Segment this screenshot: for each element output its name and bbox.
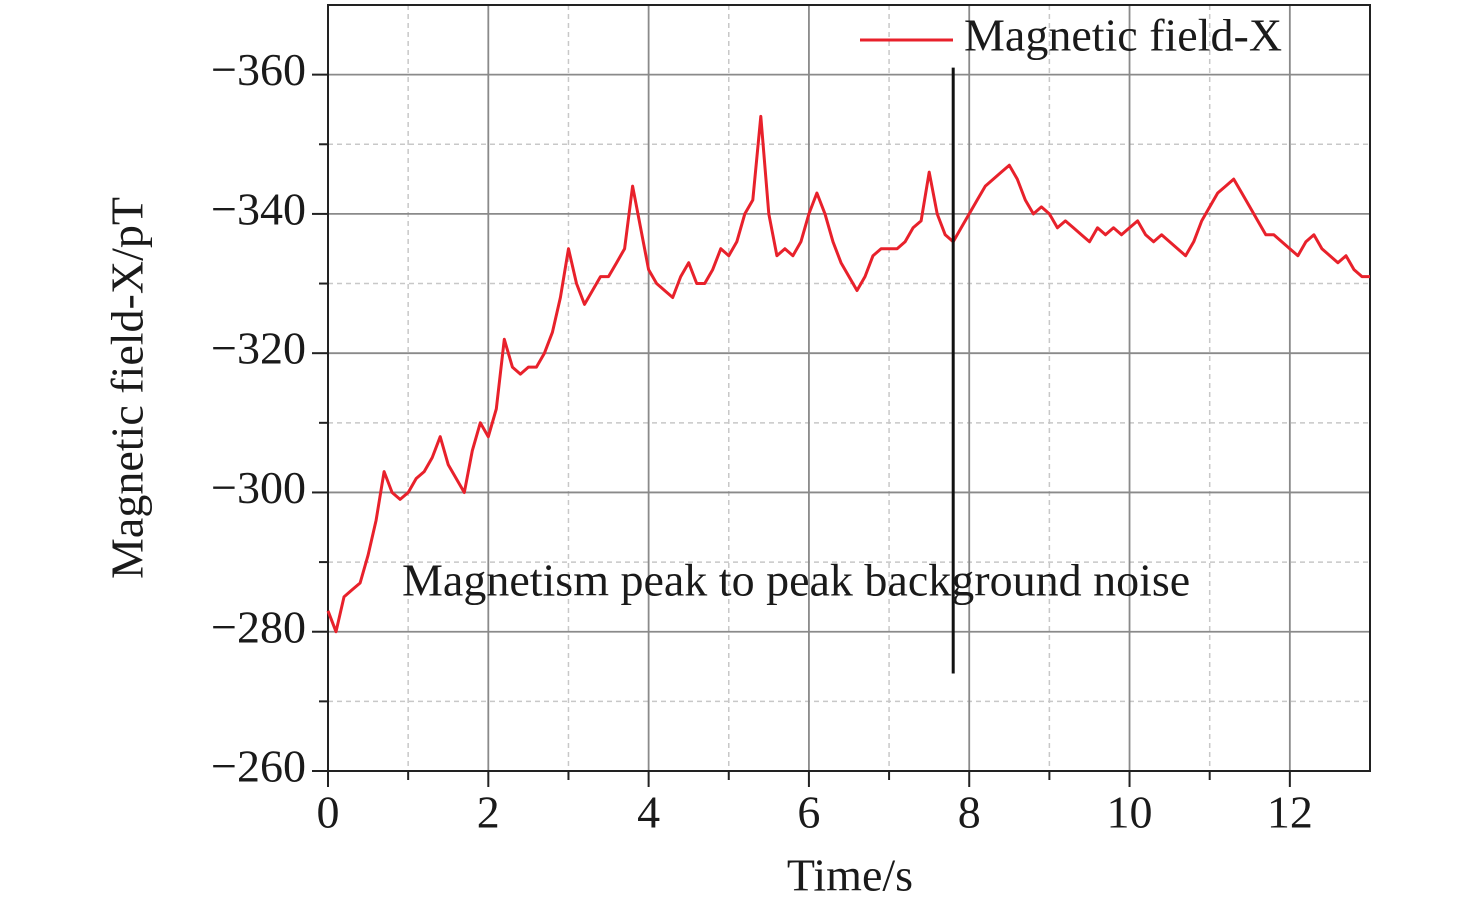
plot-frame [327, 4, 1371, 772]
x-axis-label: Time/s [787, 850, 913, 901]
x-tick-label: 10 [1107, 787, 1153, 838]
y-tick-label: −360 [211, 44, 306, 95]
y-tick-label: −280 [211, 601, 306, 652]
y-tick-label: −320 [211, 323, 306, 374]
x-tick-label: 12 [1267, 787, 1313, 838]
y-tick-label: −340 [211, 183, 306, 234]
legend-label: Magnetic field-X [964, 10, 1282, 61]
x-tick-label: 2 [477, 787, 500, 838]
data-line [326, 114, 1370, 634]
y-axis-label: Magnetic field-X/pT [102, 197, 153, 579]
x-tick-label: 0 [317, 787, 340, 838]
y-tick-label: −300 [211, 462, 306, 513]
x-tick-label: 8 [958, 787, 981, 838]
annotation: Magnetism peak to peak background noise [402, 555, 1190, 606]
y-tick-label: −260 [211, 741, 306, 792]
x-tick-label: 6 [797, 787, 820, 838]
x-tick-label: 4 [637, 787, 660, 838]
